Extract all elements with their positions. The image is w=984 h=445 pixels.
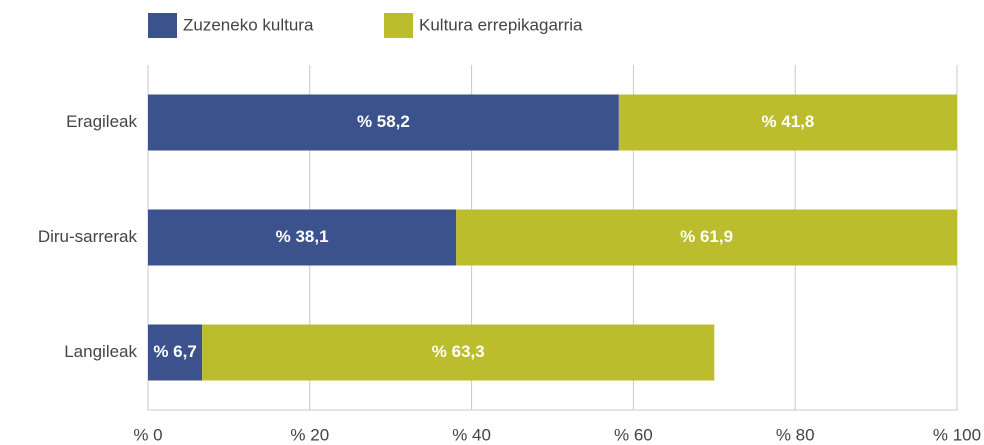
y-tick-label: Eragileak bbox=[66, 112, 137, 131]
y-tick-label: Diru-sarrerak bbox=[38, 227, 138, 246]
x-tick-label: % 60 bbox=[614, 425, 653, 444]
legend-swatch bbox=[148, 13, 177, 38]
legend-swatch bbox=[384, 13, 413, 38]
x-tick-label: % 0 bbox=[133, 425, 162, 444]
value-label: % 58,2 bbox=[357, 112, 410, 131]
value-label: % 63,3 bbox=[432, 342, 485, 361]
x-tick-label: % 80 bbox=[776, 425, 815, 444]
bar-segment bbox=[148, 209, 457, 266]
bar-segment bbox=[618, 94, 957, 151]
value-label: % 38,1 bbox=[276, 227, 329, 246]
bar-segment bbox=[148, 324, 203, 381]
bar-segment bbox=[202, 324, 715, 381]
legend-label: Zuzeneko kultura bbox=[183, 15, 314, 34]
value-label: % 6,7 bbox=[153, 342, 196, 361]
x-tick-label: % 100 bbox=[933, 425, 981, 444]
bar-segment bbox=[456, 209, 957, 266]
x-tick-label: % 20 bbox=[290, 425, 329, 444]
y-tick-label: Langileak bbox=[64, 342, 137, 361]
value-label: % 61,9 bbox=[680, 227, 733, 246]
legend-label: Kultura errepikagarria bbox=[419, 15, 583, 34]
x-tick-label: % 40 bbox=[452, 425, 491, 444]
bar-segment bbox=[148, 94, 619, 151]
value-label: % 41,8 bbox=[761, 112, 814, 131]
